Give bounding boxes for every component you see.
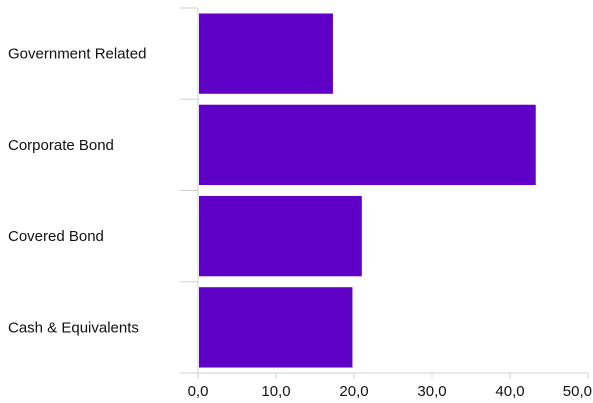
category-label: Corporate Bond xyxy=(8,137,114,154)
x-tick-label: 40,0 xyxy=(495,383,524,400)
bar-corporate-bond xyxy=(199,104,536,186)
category-label: Covered Bond xyxy=(8,228,104,245)
x-tick-label: 30,0 xyxy=(417,383,446,400)
x-axis-ticks: 0,0 10,0 20,0 30,0 40,0 50,0 xyxy=(188,373,592,400)
category-label: Cash & Equivalents xyxy=(8,319,139,336)
category-label: Government Related xyxy=(8,46,146,63)
bars-group xyxy=(199,13,536,368)
bar-government-related xyxy=(199,13,333,94)
category-labels: Government Related Corporate Bond Covered … xyxy=(8,46,146,337)
x-tick-label: 50,0 xyxy=(563,383,592,400)
x-tick-label: 20,0 xyxy=(339,383,368,400)
bar-cash-equivalents xyxy=(199,287,353,368)
x-tick-label: 0,0 xyxy=(188,383,209,400)
bar-covered-bond xyxy=(199,195,362,277)
y-axis-ticks xyxy=(180,7,198,374)
x-tick-label: 10,0 xyxy=(261,383,290,400)
